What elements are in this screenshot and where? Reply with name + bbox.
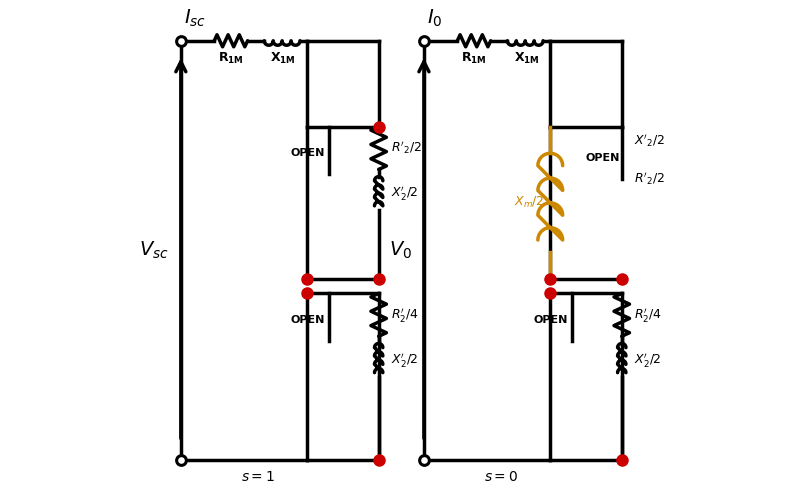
Text: $V_{sc}$: $V_{sc}$ bbox=[139, 240, 169, 261]
Text: $I_{sc}$: $I_{sc}$ bbox=[184, 7, 206, 29]
Text: OPEN: OPEN bbox=[534, 315, 568, 324]
Text: OPEN: OPEN bbox=[291, 148, 324, 158]
Text: $R_2'/4$: $R_2'/4$ bbox=[390, 306, 419, 324]
Text: $\mathbf{X_{1M}}$: $\mathbf{X_{1M}}$ bbox=[514, 51, 539, 67]
Text: OPEN: OPEN bbox=[585, 152, 619, 163]
Text: $\mathbf{R_{1M}}$: $\mathbf{R_{1M}}$ bbox=[461, 51, 487, 67]
Text: $X_2'/2$: $X_2'/2$ bbox=[390, 184, 418, 202]
Text: $X_2'/2$: $X_2'/2$ bbox=[390, 351, 418, 369]
Text: $X_2'/2$: $X_2'/2$ bbox=[634, 351, 661, 369]
Text: $I_0$: $I_0$ bbox=[427, 7, 442, 29]
Text: $R'_2/2$: $R'_2/2$ bbox=[390, 140, 421, 156]
Text: $\mathbf{X_{1M}}$: $\mathbf{X_{1M}}$ bbox=[270, 51, 296, 67]
Text: $\mathbf{R_{1M}}$: $\mathbf{R_{1M}}$ bbox=[218, 51, 244, 67]
Text: $R_2'/4$: $R_2'/4$ bbox=[634, 306, 662, 324]
Text: $X_m/2$: $X_m/2$ bbox=[514, 195, 544, 211]
Text: $R'_2/2$: $R'_2/2$ bbox=[634, 171, 664, 187]
Text: $X'_2/2$: $X'_2/2$ bbox=[634, 133, 665, 149]
Text: $s=1$: $s=1$ bbox=[242, 470, 275, 484]
Text: $s=0$: $s=0$ bbox=[485, 470, 518, 484]
Text: OPEN: OPEN bbox=[291, 315, 324, 324]
Text: $V_0$: $V_0$ bbox=[389, 240, 412, 261]
